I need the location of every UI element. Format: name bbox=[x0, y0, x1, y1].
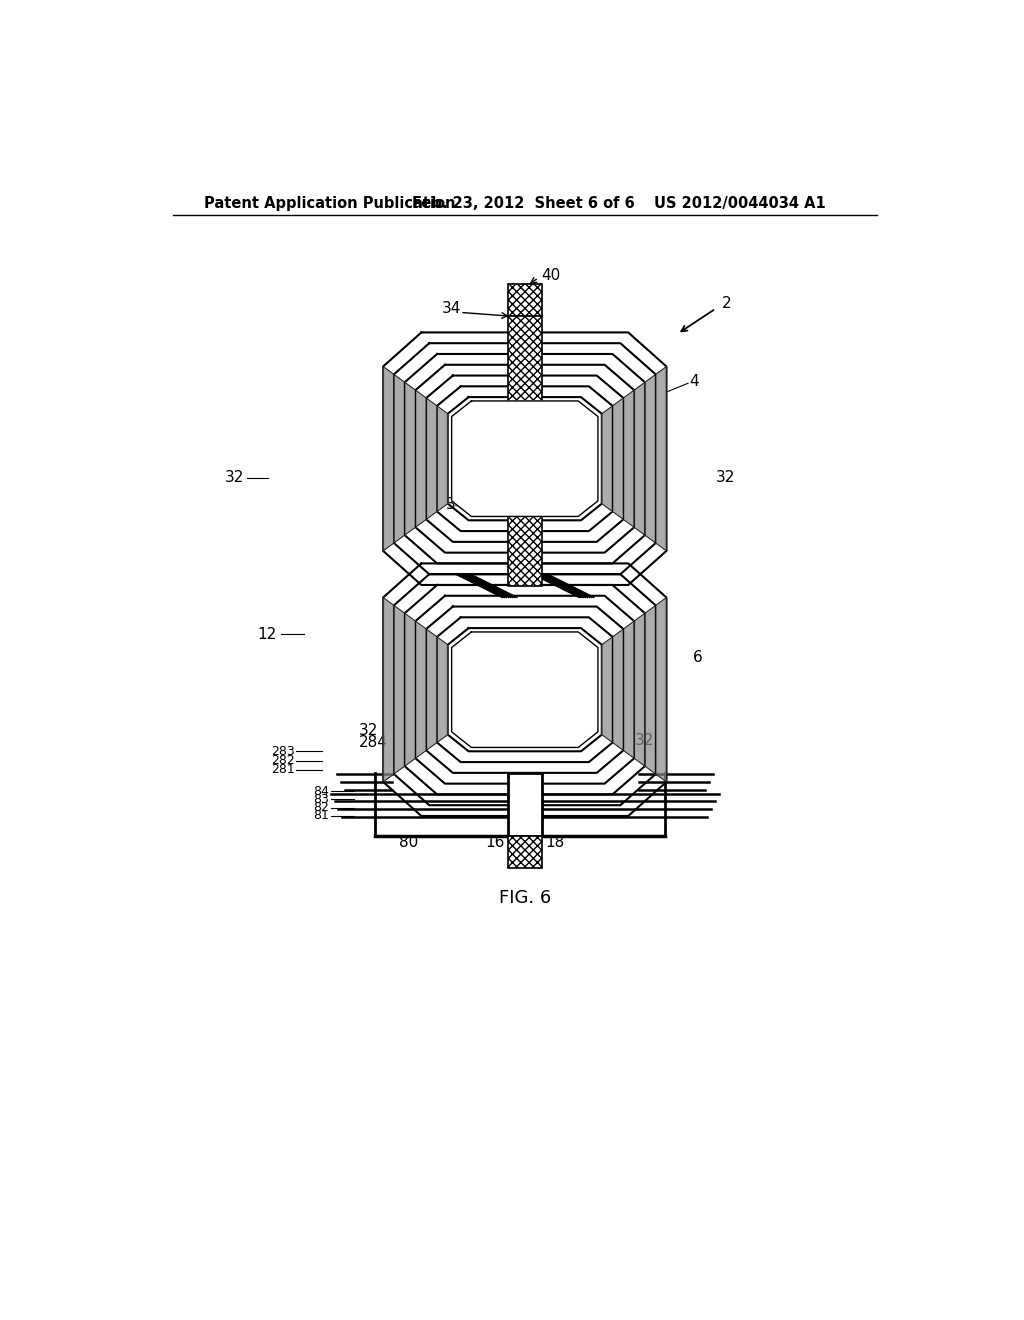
Text: Feb. 23, 2012  Sheet 6 of 6: Feb. 23, 2012 Sheet 6 of 6 bbox=[412, 195, 634, 211]
Polygon shape bbox=[447, 628, 602, 751]
Polygon shape bbox=[602, 636, 612, 743]
Text: FIG. 6: FIG. 6 bbox=[499, 888, 551, 907]
Polygon shape bbox=[624, 622, 634, 758]
Polygon shape bbox=[416, 364, 634, 553]
Polygon shape bbox=[426, 376, 624, 543]
Text: Patent Application Publication: Patent Application Publication bbox=[204, 195, 456, 211]
Text: 82: 82 bbox=[313, 801, 330, 814]
Text: 32: 32 bbox=[716, 470, 735, 486]
Polygon shape bbox=[416, 595, 634, 784]
Polygon shape bbox=[394, 343, 655, 574]
Polygon shape bbox=[394, 606, 404, 774]
Text: 280: 280 bbox=[466, 727, 495, 742]
Polygon shape bbox=[452, 401, 598, 516]
Bar bbox=[508, 451, 542, 582]
Polygon shape bbox=[383, 367, 394, 550]
Bar bbox=[508, 284, 542, 317]
Polygon shape bbox=[634, 614, 645, 766]
Polygon shape bbox=[437, 636, 447, 743]
Bar bbox=[508, 317, 542, 322]
Polygon shape bbox=[634, 383, 645, 535]
Text: 6: 6 bbox=[692, 649, 702, 665]
Text: 34: 34 bbox=[442, 301, 462, 315]
Polygon shape bbox=[404, 614, 416, 766]
Text: 84: 84 bbox=[313, 785, 330, 797]
Text: 83: 83 bbox=[313, 792, 330, 805]
Text: 4: 4 bbox=[689, 374, 699, 389]
Text: 283: 283 bbox=[271, 744, 295, 758]
Polygon shape bbox=[383, 598, 394, 781]
Text: 2: 2 bbox=[722, 296, 731, 310]
Bar bbox=[508, 297, 542, 590]
Polygon shape bbox=[394, 574, 655, 805]
Text: 18: 18 bbox=[545, 834, 564, 850]
Polygon shape bbox=[655, 367, 667, 550]
Text: 284: 284 bbox=[358, 734, 387, 750]
Polygon shape bbox=[383, 333, 667, 585]
Polygon shape bbox=[624, 391, 634, 527]
Text: 12: 12 bbox=[258, 627, 276, 642]
Polygon shape bbox=[404, 354, 645, 564]
Text: 282: 282 bbox=[271, 754, 295, 767]
Text: 34: 34 bbox=[446, 498, 466, 512]
Polygon shape bbox=[416, 391, 426, 527]
Polygon shape bbox=[416, 622, 426, 758]
Polygon shape bbox=[645, 606, 655, 774]
Text: 32: 32 bbox=[635, 733, 654, 748]
Polygon shape bbox=[394, 375, 404, 543]
Text: 281: 281 bbox=[271, 763, 295, 776]
Polygon shape bbox=[645, 375, 655, 543]
Text: 32: 32 bbox=[225, 470, 245, 486]
Text: 32: 32 bbox=[519, 727, 539, 742]
Text: 16: 16 bbox=[485, 834, 505, 850]
Bar bbox=[508, 317, 542, 586]
Bar bbox=[508, 313, 542, 329]
Polygon shape bbox=[426, 607, 624, 774]
Text: US 2012/0044034 A1: US 2012/0044034 A1 bbox=[654, 195, 826, 211]
Bar bbox=[508, 836, 542, 869]
Polygon shape bbox=[655, 598, 667, 781]
Text: 80: 80 bbox=[399, 834, 419, 850]
Text: 32: 32 bbox=[358, 723, 378, 738]
Polygon shape bbox=[437, 618, 612, 762]
Polygon shape bbox=[426, 399, 437, 519]
Polygon shape bbox=[447, 397, 602, 520]
Polygon shape bbox=[404, 383, 416, 535]
Polygon shape bbox=[612, 399, 624, 519]
Polygon shape bbox=[612, 630, 624, 750]
Polygon shape bbox=[383, 564, 667, 816]
Text: 40: 40 bbox=[541, 268, 560, 282]
Polygon shape bbox=[404, 585, 645, 795]
Polygon shape bbox=[437, 387, 612, 531]
Text: 81: 81 bbox=[313, 809, 330, 822]
Polygon shape bbox=[602, 405, 612, 512]
Polygon shape bbox=[452, 632, 598, 747]
Bar bbox=[508, 774, 542, 836]
Polygon shape bbox=[426, 630, 437, 750]
Polygon shape bbox=[437, 405, 447, 512]
